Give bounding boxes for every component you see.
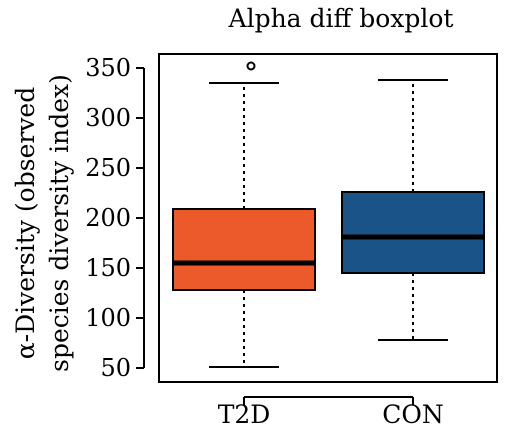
x-axis: T2D CON: [218, 396, 444, 429]
y-tick-label: 300: [85, 104, 131, 132]
y-tick-label: 50: [100, 354, 131, 382]
y-tick-label: 250: [85, 154, 131, 182]
box-con: [341, 79, 485, 341]
iqr-box: [172, 208, 316, 291]
box-series: [172, 61, 485, 368]
y-tick-label: 200: [85, 204, 131, 232]
y-tick-label: 150: [85, 254, 131, 282]
plot-area-frame: [158, 53, 498, 383]
outlier-point: [246, 61, 256, 71]
y-axis-label-line-2: species diversity index): [45, 74, 74, 372]
x-tick-label: CON: [382, 400, 444, 429]
chart-title: Alpha diff boxplot: [228, 4, 454, 33]
box-t2d: [172, 61, 316, 368]
y-axis: 50 100 150 200 250 300 350: [85, 54, 145, 382]
y-tick-label: 100: [85, 304, 131, 332]
x-tick-label: T2D: [218, 400, 271, 429]
y-axis-label-line-1: α-Diversity (observed: [11, 87, 40, 360]
y-axis-label: α-Diversity (observed species diversity …: [11, 74, 74, 372]
y-tick-label: 350: [85, 54, 131, 82]
iqr-box: [341, 191, 485, 274]
